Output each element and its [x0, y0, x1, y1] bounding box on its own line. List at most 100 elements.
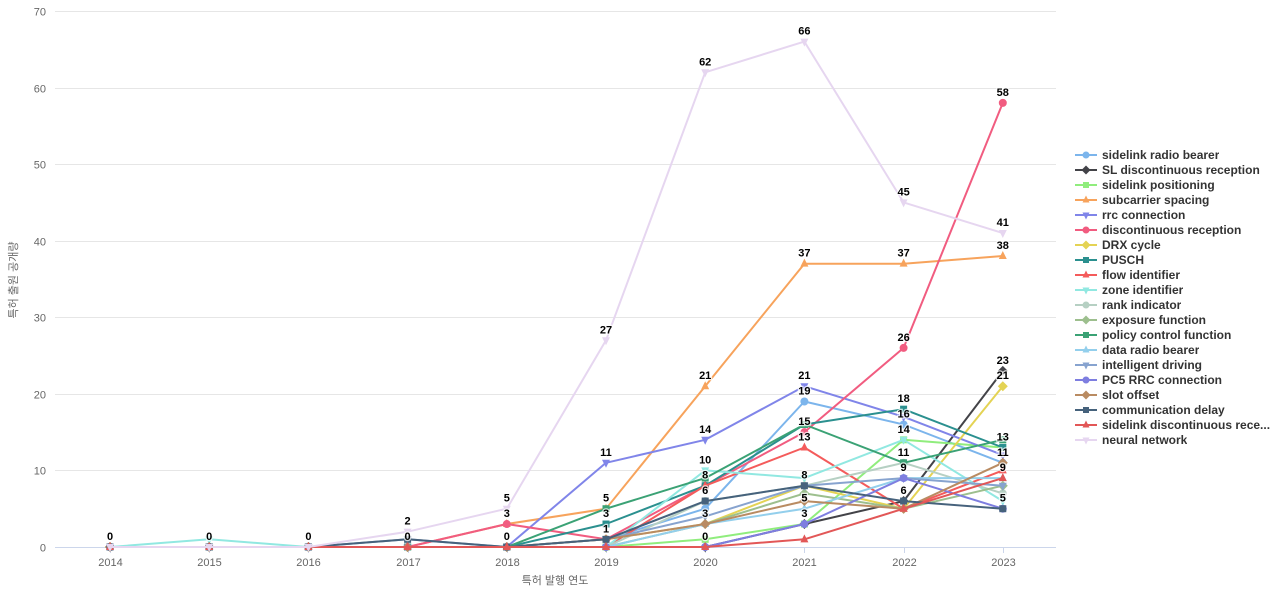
legend-item-rrc-connection[interactable]: rrc connection	[1075, 207, 1280, 222]
legend-item-exposure-function[interactable]: exposure function	[1075, 312, 1280, 327]
series-line[interactable]	[109, 385, 1004, 548]
series-line[interactable]	[109, 385, 1004, 548]
legend-item-sidelink-positioning[interactable]: sidelink positioning	[1075, 177, 1280, 192]
data-point-marker[interactable]	[800, 482, 808, 490]
data-point-marker[interactable]	[998, 482, 1007, 491]
data-point-marker[interactable]	[800, 420, 808, 428]
data-point-marker[interactable]	[799, 488, 810, 499]
data-point-marker[interactable]	[701, 381, 710, 390]
data-point-marker[interactable]	[900, 497, 908, 505]
data-point-marker[interactable]	[403, 528, 412, 537]
data-point-marker[interactable]	[701, 474, 709, 482]
data-point-marker[interactable]	[602, 459, 610, 468]
data-point-marker[interactable]	[997, 365, 1008, 376]
data-point-marker[interactable]	[205, 544, 214, 552]
series-line[interactable]	[109, 423, 1004, 548]
data-point-marker[interactable]	[998, 498, 1007, 507]
data-point-marker[interactable]	[998, 98, 1007, 107]
data-point-marker[interactable]	[997, 457, 1008, 468]
data-point-marker[interactable]	[800, 442, 809, 451]
data-point-marker[interactable]	[502, 542, 511, 550]
legend-item-zone-identifier[interactable]: zone identifier	[1075, 282, 1280, 297]
series-discontinuous-reception[interactable]	[106, 98, 1007, 551]
legend-item-discontinuous-reception[interactable]: discontinuous reception	[1075, 222, 1280, 237]
data-point-marker[interactable]	[701, 535, 709, 543]
data-point-marker[interactable]	[502, 520, 511, 529]
series-line[interactable]	[109, 40, 1004, 548]
data-point-marker[interactable]	[899, 474, 908, 483]
series-sidelink-discontinuous-rece[interactable]	[106, 473, 1007, 550]
legend-item-flow-identifier[interactable]: flow identifier	[1075, 267, 1280, 282]
data-point-marker[interactable]	[899, 436, 908, 445]
legend-item-sl-discontinuous-reception[interactable]: SL discontinuous reception	[1075, 162, 1280, 177]
legend-item-slot-offset[interactable]: slot offset	[1075, 387, 1280, 402]
data-point-marker[interactable]	[800, 475, 809, 484]
data-point-marker[interactable]	[998, 489, 1007, 498]
data-point-marker[interactable]	[602, 542, 610, 550]
data-point-marker[interactable]	[899, 413, 908, 422]
data-point-marker[interactable]	[998, 230, 1007, 239]
data-point-marker[interactable]	[998, 251, 1007, 260]
data-point-marker[interactable]	[999, 443, 1007, 451]
data-point-marker[interactable]	[800, 503, 809, 512]
data-point-marker[interactable]	[701, 542, 710, 550]
data-point-marker[interactable]	[800, 534, 809, 543]
data-point-marker[interactable]	[701, 504, 710, 513]
legend-item-policy-control-function[interactable]: policy control function	[1075, 327, 1280, 342]
data-point-marker[interactable]	[106, 544, 114, 552]
series-neural-network[interactable]	[106, 38, 1007, 552]
legend-item-neural-network[interactable]: neural network	[1075, 432, 1280, 447]
series-data-radio-bearer[interactable]	[106, 473, 1007, 550]
legend-item-drx-cycle[interactable]: DRX cycle	[1075, 237, 1280, 252]
data-point-marker[interactable]	[899, 258, 908, 267]
data-point-marker[interactable]	[205, 536, 214, 545]
data-point-marker[interactable]	[900, 405, 908, 413]
legend-item-communication-delay[interactable]: communication delay	[1075, 402, 1280, 417]
data-point-marker[interactable]	[304, 544, 313, 552]
data-point-marker[interactable]	[701, 69, 710, 78]
data-point-marker[interactable]	[998, 473, 1007, 482]
data-point-marker[interactable]	[899, 420, 908, 429]
data-point-marker[interactable]	[701, 480, 710, 489]
series-intelligent-driving[interactable]	[106, 475, 1007, 552]
legend-item-pc5-rrc-connection[interactable]: PC5 RRC connection	[1075, 372, 1280, 387]
series-sl-discontinuous-reception[interactable]	[105, 365, 1008, 552]
data-point-marker[interactable]	[900, 459, 908, 467]
series-line[interactable]	[109, 408, 1004, 548]
data-point-marker[interactable]	[799, 496, 810, 507]
legend-item-subcarrier-spacing[interactable]: subcarrier spacing	[1075, 192, 1280, 207]
data-point-marker[interactable]	[899, 343, 908, 352]
legend-item-data-radio-bearer[interactable]: data radio bearer	[1075, 342, 1280, 357]
data-point-marker[interactable]	[800, 383, 809, 392]
data-point-marker[interactable]	[999, 436, 1007, 444]
data-point-marker[interactable]	[800, 38, 809, 47]
series-line[interactable]	[109, 477, 1004, 548]
data-point-marker[interactable]	[800, 258, 809, 267]
legend-item-intelligent-driving[interactable]: intelligent driving	[1075, 357, 1280, 372]
data-point-marker[interactable]	[602, 505, 610, 513]
data-point-marker[interactable]	[701, 497, 709, 505]
legend-item-sidelink-discontinuous-rece[interactable]: sidelink discontinuous rece...	[1075, 417, 1280, 432]
data-point-marker[interactable]	[602, 535, 610, 543]
data-point-marker[interactable]	[701, 467, 710, 476]
data-point-marker[interactable]	[899, 199, 908, 208]
data-point-marker[interactable]	[800, 428, 809, 437]
data-point-marker[interactable]	[800, 520, 809, 529]
data-point-marker[interactable]	[997, 381, 1008, 392]
legend-item-rank-indicator[interactable]: rank indicator	[1075, 297, 1280, 312]
series-line[interactable]	[109, 369, 1004, 548]
legend-item-sidelink-radio-bearer[interactable]: sidelink radio bearer	[1075, 147, 1280, 162]
series-pc5-rrc-connection[interactable]	[106, 474, 1007, 551]
data-point-marker[interactable]	[998, 452, 1007, 461]
data-point-marker[interactable]	[701, 436, 710, 445]
data-point-marker[interactable]	[701, 513, 710, 522]
data-point-marker[interactable]	[899, 503, 908, 512]
data-point-marker[interactable]	[502, 505, 511, 514]
data-point-marker[interactable]	[602, 337, 610, 346]
data-point-marker[interactable]	[800, 397, 809, 406]
legend-item-pusch[interactable]: PUSCH	[1075, 252, 1280, 267]
data-point-marker[interactable]	[404, 535, 412, 543]
data-point-marker[interactable]	[403, 542, 412, 550]
data-point-marker[interactable]	[700, 519, 711, 530]
data-point-marker[interactable]	[999, 505, 1007, 513]
